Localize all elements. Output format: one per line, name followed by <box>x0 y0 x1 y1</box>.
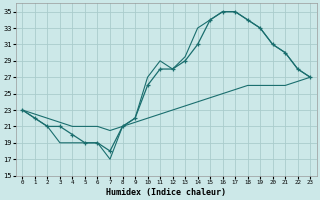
X-axis label: Humidex (Indice chaleur): Humidex (Indice chaleur) <box>106 188 226 197</box>
